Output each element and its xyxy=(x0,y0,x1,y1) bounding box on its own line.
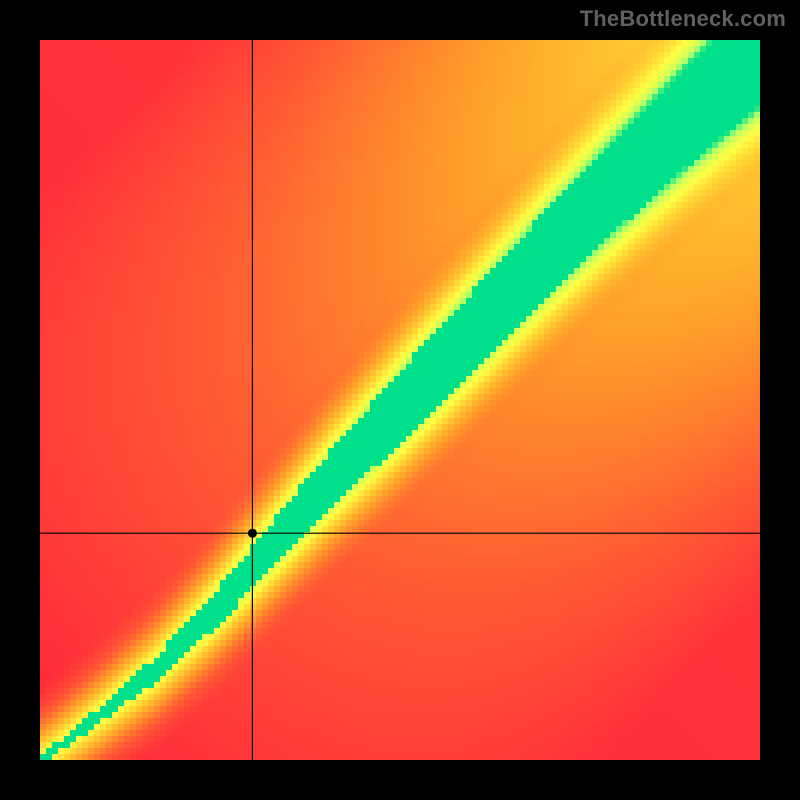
crosshair-dot xyxy=(248,529,257,538)
chart-container: TheBottleneck.com xyxy=(0,0,800,800)
bottleneck-heatmap xyxy=(40,40,760,760)
watermark: TheBottleneck.com xyxy=(580,6,786,32)
heatmap-cells xyxy=(40,40,760,760)
